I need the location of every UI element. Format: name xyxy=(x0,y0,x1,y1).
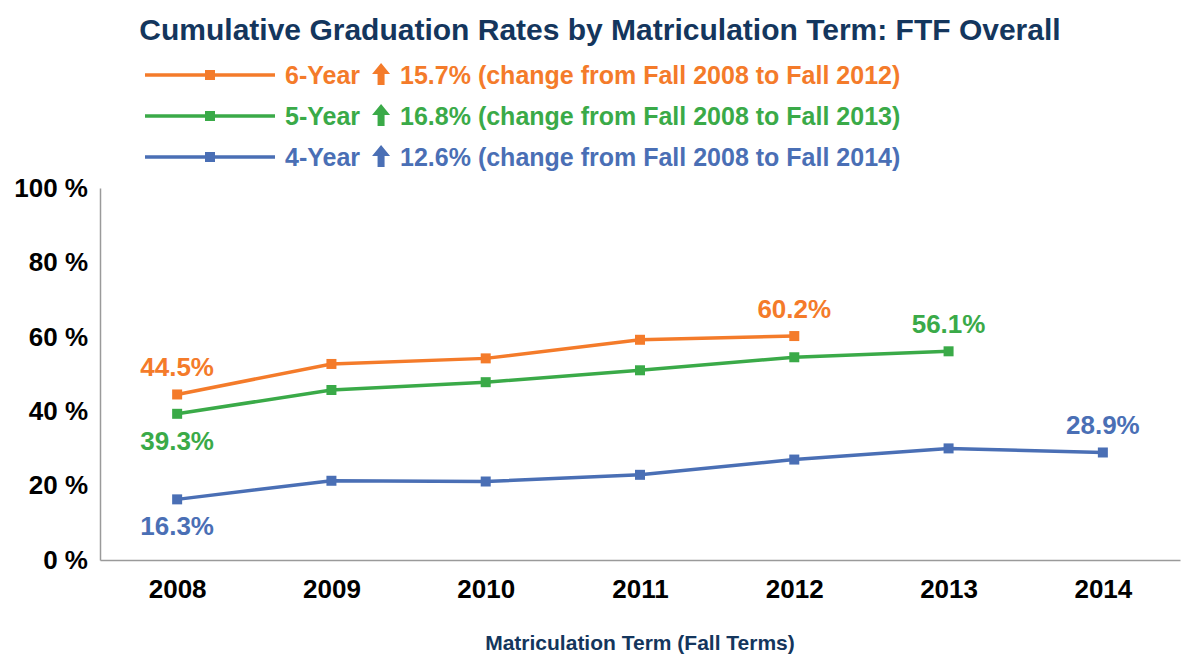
x-tick: 2012 xyxy=(766,560,824,604)
x-axis-line xyxy=(101,560,1181,562)
point-marker xyxy=(635,470,645,480)
legend-swatch-marker xyxy=(205,152,215,162)
data-label: 44.5% xyxy=(140,352,214,382)
annotation: 12.6% (change from Fall 2008 to Fall 201… xyxy=(400,143,900,171)
x-tick-label: 2009 xyxy=(303,574,361,604)
x-tick: 2011 xyxy=(612,560,668,604)
y-tick-label: 60 % xyxy=(29,322,88,352)
y-tick: 60 % xyxy=(29,322,100,352)
point-marker xyxy=(481,477,491,487)
data-label: 60.2% xyxy=(757,294,831,324)
legend: 6-Year 15.7% (change from Fall 2008 to Fa… xyxy=(145,61,900,171)
point-marker xyxy=(172,409,182,419)
legend-arrow xyxy=(372,63,390,85)
point-marker xyxy=(944,346,954,356)
x-axis-title: Matriculation Term (Fall Terms) xyxy=(485,631,795,654)
point-marker xyxy=(326,385,336,395)
series-line xyxy=(177,448,1103,499)
legend-item: 6-Year 15.7% (change from Fall 2008 to Fa… xyxy=(145,61,900,89)
data-label: 39.3% xyxy=(140,426,214,456)
legend-item: 5-Year 16.8% (change from Fall 2008 to Fa… xyxy=(145,102,900,130)
x-tick-label: 2008 xyxy=(149,574,207,604)
chart: Cumulative Graduation Rates by Matricula… xyxy=(0,0,1200,669)
legend-item: 4-Year 12.6% (change from Fall 2008 to Fa… xyxy=(145,143,900,171)
legend-label: 4-Year xyxy=(285,143,360,171)
y-tick-label: 40 % xyxy=(29,396,88,426)
legend-arrow xyxy=(372,104,390,126)
legend-arrow xyxy=(372,145,390,167)
x-tick-label: 2012 xyxy=(766,574,824,604)
plot-area xyxy=(172,331,1108,504)
legend-swatch-marker xyxy=(205,70,215,80)
point-marker xyxy=(789,455,799,465)
point-marker xyxy=(481,353,491,363)
y-axis: 0 % 20 % 40 % 60 % 80 % 100 % xyxy=(14,173,100,575)
y-tick: 20 % xyxy=(29,470,100,500)
title: Cumulative Graduation Rates by Matricula… xyxy=(139,13,1060,46)
y-tick: 80 % xyxy=(29,247,100,277)
point-marker xyxy=(635,335,645,345)
legend-swatch-marker xyxy=(205,111,215,121)
annotation: 16.8% (change from Fall 2008 to Fall 201… xyxy=(400,102,900,130)
y-tick: 100 % xyxy=(14,173,100,203)
point-marker xyxy=(172,494,182,504)
x-tick-label: 2013 xyxy=(920,574,978,604)
y-tick-label: 0 % xyxy=(43,545,88,575)
series xyxy=(172,443,1108,504)
point-marker xyxy=(1098,447,1108,457)
series-line xyxy=(177,351,948,413)
point-marker xyxy=(944,443,954,453)
x-tick: 2008 xyxy=(149,560,207,604)
data-label: 16.3% xyxy=(140,511,214,541)
y-axis-line xyxy=(100,189,102,561)
data-labels: 44.5% 60.2% 39.3% 56.1% 16.3% 28.9% xyxy=(140,294,1139,541)
data-label: 28.9% xyxy=(1066,410,1140,440)
point-marker xyxy=(789,352,799,362)
series xyxy=(172,346,953,418)
x-tick-label: 2010 xyxy=(457,574,515,604)
point-marker xyxy=(172,389,182,399)
point-marker xyxy=(481,377,491,387)
x-tick: 2013 xyxy=(920,560,978,604)
x-tick: 2014 xyxy=(1074,560,1132,604)
legend-label: 5-Year xyxy=(285,102,360,130)
point-marker xyxy=(326,476,336,486)
legend-label: 6-Year xyxy=(285,61,360,89)
x-tick-label: 2014 xyxy=(1074,574,1132,604)
point-marker xyxy=(635,365,645,375)
x-tick: 2010 xyxy=(457,560,515,604)
annotation: 15.7% (change from Fall 2008 to Fall 201… xyxy=(400,61,900,89)
y-tick-label: 100 % xyxy=(14,173,88,203)
point-marker xyxy=(326,359,336,369)
y-tick: 40 % xyxy=(29,396,100,426)
y-tick-label: 20 % xyxy=(29,470,88,500)
y-tick: 0 % xyxy=(43,545,100,575)
x-tick: 2009 xyxy=(303,560,361,604)
data-label: 56.1% xyxy=(912,309,986,339)
y-tick-label: 80 % xyxy=(29,247,88,277)
x-axis: 2008 2009 2010 2011 2012 2013 2014 xyxy=(101,560,1181,604)
x-tick-label: 2011 xyxy=(612,574,668,604)
point-marker xyxy=(789,331,799,341)
